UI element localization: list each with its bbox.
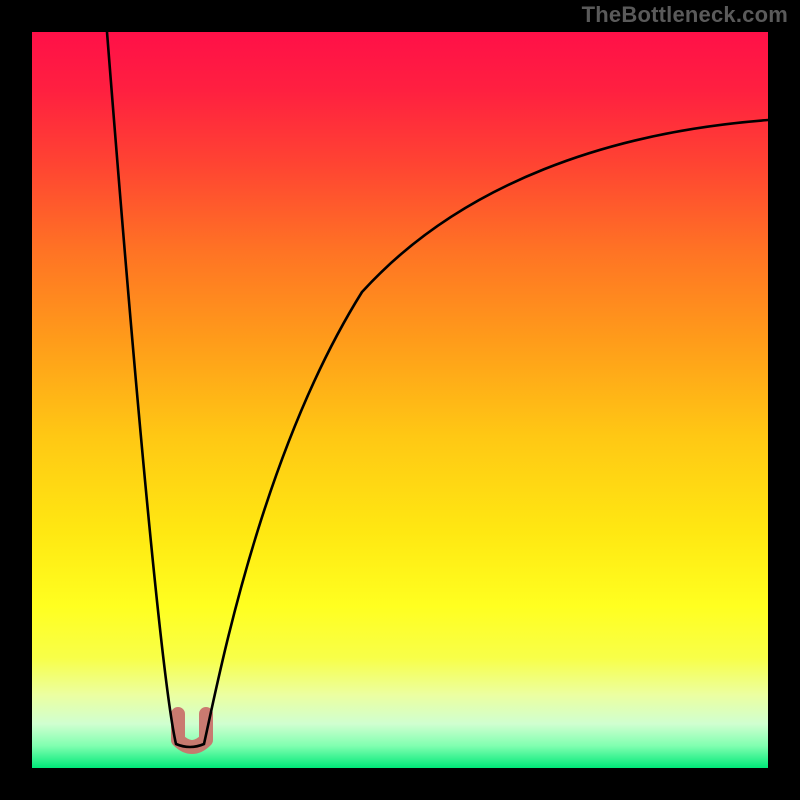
gradient-rect [32,32,768,768]
chart-canvas: TheBottleneck.com [0,0,800,800]
gradient-background [32,32,768,768]
watermark-text: TheBottleneck.com [582,2,788,28]
plot-area [32,32,768,768]
